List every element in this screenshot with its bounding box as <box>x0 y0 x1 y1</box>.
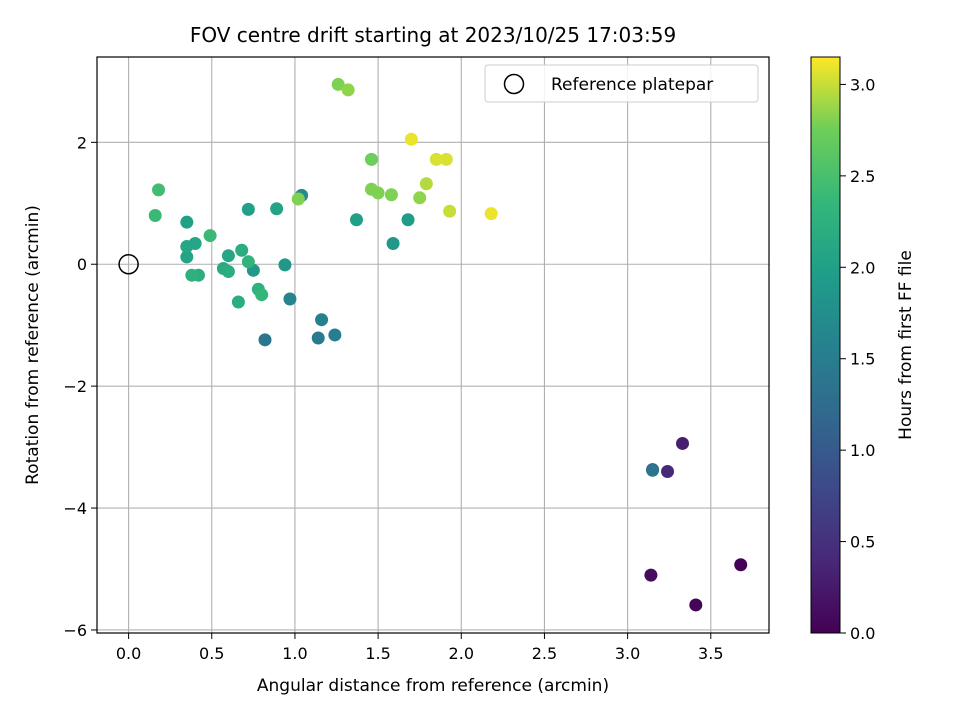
data-point <box>291 192 305 206</box>
x-tick-label: 3.0 <box>615 644 640 663</box>
data-point <box>241 255 255 269</box>
x-ticks: 0.0 0.5 1.0 1.5 2.0 2.5 3.0 3.5 <box>116 633 724 663</box>
colorbar-tick-label: 2.5 <box>850 167 875 186</box>
data-point <box>644 568 658 582</box>
colorbar-tick-label: 2.0 <box>850 258 875 277</box>
colorbar-ticks: 0.0 0.5 1.0 1.5 2.0 2.5 3.0 <box>840 75 875 643</box>
colorbar-tick-label: 1.0 <box>850 441 875 460</box>
data-point <box>185 268 199 282</box>
data-point <box>221 249 235 263</box>
data-point <box>413 191 427 205</box>
data-point <box>484 207 498 221</box>
plot-frame <box>96 56 770 634</box>
data-point <box>283 292 297 306</box>
legend: Reference platepar <box>484 64 759 103</box>
data-point <box>404 132 418 146</box>
data-point <box>203 229 217 243</box>
y-tick-label: −4 <box>63 499 87 518</box>
data-point <box>315 313 329 327</box>
x-tick-label: 0.0 <box>116 644 141 663</box>
data-point <box>349 213 363 227</box>
data-point <box>235 243 249 257</box>
data-point <box>221 265 235 279</box>
colorbar-tick-label: 0.0 <box>850 624 875 643</box>
x-tick-label: 1.0 <box>282 644 307 663</box>
x-tick-label: 1.5 <box>365 644 390 663</box>
legend-label: Reference platepar <box>551 75 713 95</box>
data-point <box>180 240 194 254</box>
data-point <box>270 202 284 216</box>
colorbar-tick-label: 0.5 <box>850 533 875 552</box>
legend-marker <box>503 73 525 95</box>
data-point <box>341 83 355 97</box>
x-tick-label: 0.5 <box>199 644 224 663</box>
data-point <box>328 328 342 342</box>
data-point <box>180 250 194 264</box>
data-point <box>311 331 325 345</box>
data-point <box>384 188 398 202</box>
data-point <box>258 333 272 347</box>
x-axis-label: Angular distance from reference (arcmin) <box>257 676 609 696</box>
data-point <box>419 177 433 191</box>
colorbar-gradient <box>810 56 841 634</box>
data-point <box>371 186 385 200</box>
data-point <box>386 237 400 251</box>
data-point <box>676 436 690 450</box>
data-point <box>401 213 415 227</box>
colorbar-tick-label: 3.0 <box>850 75 875 94</box>
y-tick-label: −6 <box>63 621 87 640</box>
data-points <box>118 77 748 612</box>
data-point <box>364 152 378 166</box>
x-tick-label: 2.5 <box>532 644 557 663</box>
data-point <box>661 464 675 478</box>
y-tick-label: 0 <box>77 255 87 274</box>
data-point <box>180 215 194 229</box>
data-point <box>646 463 660 477</box>
data-point <box>443 204 457 218</box>
grid-lines <box>97 57 769 633</box>
data-point <box>152 183 166 197</box>
colorbar-label: Hours from first FF file <box>896 250 916 440</box>
colorbar: 0.0 0.5 1.0 1.5 2.0 2.5 3.0 Hours from first F… <box>810 56 916 643</box>
x-tick-label: 3.5 <box>698 644 723 663</box>
y-tick-label: −2 <box>63 377 87 396</box>
y-axis-label: Rotation from reference (arcmin) <box>23 205 43 485</box>
y-tick-label: 2 <box>77 133 87 152</box>
data-point <box>278 258 292 272</box>
chart-title: FOV centre drift starting at 2023/10/25 … <box>190 23 676 47</box>
data-point <box>689 598 703 612</box>
colorbar-tick-label: 1.5 <box>850 350 875 369</box>
data-point <box>734 558 748 572</box>
legend-box <box>484 64 759 103</box>
x-tick-label: 2.0 <box>449 644 474 663</box>
y-ticks: −6 −4 −2 0 2 <box>63 133 97 640</box>
data-point <box>241 202 255 216</box>
data-point <box>439 152 453 166</box>
data-point <box>429 152 443 166</box>
data-point <box>331 77 345 91</box>
data-point <box>255 288 269 302</box>
data-point <box>148 208 162 222</box>
data-point <box>231 295 245 309</box>
reference-platepar-marker <box>118 253 139 275</box>
